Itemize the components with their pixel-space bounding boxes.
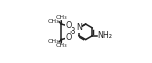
Text: CH₃: CH₃ xyxy=(47,19,59,24)
Text: NH₂: NH₂ xyxy=(97,31,112,40)
Text: O: O xyxy=(65,21,71,30)
Text: O: O xyxy=(65,33,71,42)
Text: CH₃: CH₃ xyxy=(55,43,67,48)
Text: B: B xyxy=(70,27,75,36)
Text: CH₃: CH₃ xyxy=(47,39,59,44)
Text: N: N xyxy=(76,23,82,32)
Text: CH₃: CH₃ xyxy=(55,15,67,20)
